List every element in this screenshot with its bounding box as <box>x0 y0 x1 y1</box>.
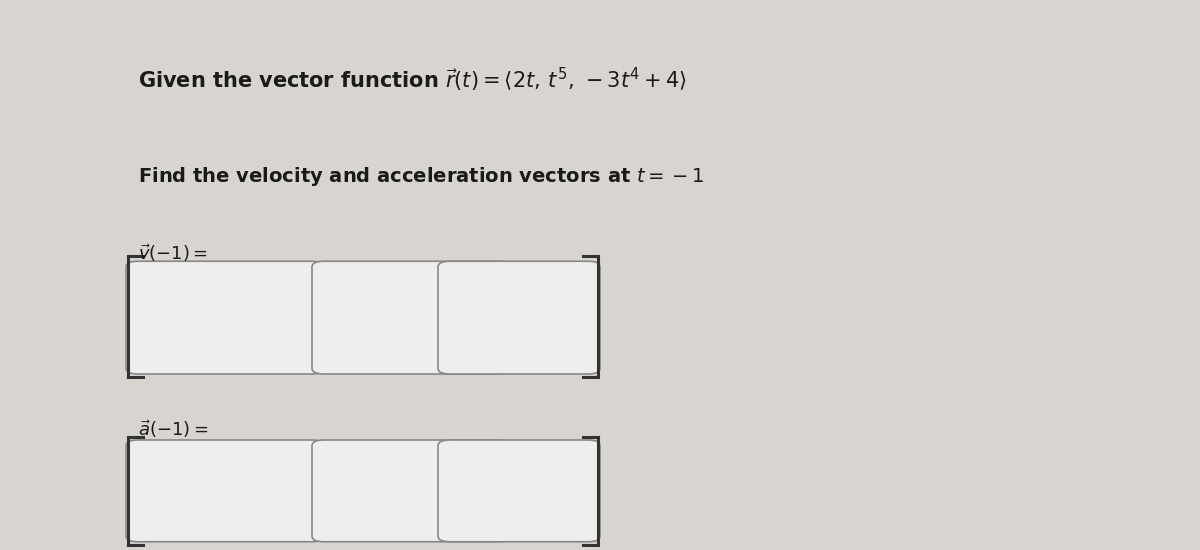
Text: Given the vector function $\vec{r}(t) = \langle 2t,\, t^5,\, -3t^4 + 4\rangle$: Given the vector function $\vec{r}(t) = … <box>138 66 686 94</box>
FancyBboxPatch shape <box>438 440 600 542</box>
FancyBboxPatch shape <box>438 261 600 374</box>
FancyBboxPatch shape <box>126 261 324 374</box>
FancyBboxPatch shape <box>312 261 510 374</box>
Text: $\vec{v}(-1) =$: $\vec{v}(-1) =$ <box>138 242 208 264</box>
Text: $\vec{a}(-1) =$: $\vec{a}(-1) =$ <box>138 418 209 440</box>
Text: Find the velocity and acceleration vectors at $t = -1$: Find the velocity and acceleration vecto… <box>138 165 704 188</box>
FancyBboxPatch shape <box>126 440 324 542</box>
FancyBboxPatch shape <box>312 440 510 542</box>
